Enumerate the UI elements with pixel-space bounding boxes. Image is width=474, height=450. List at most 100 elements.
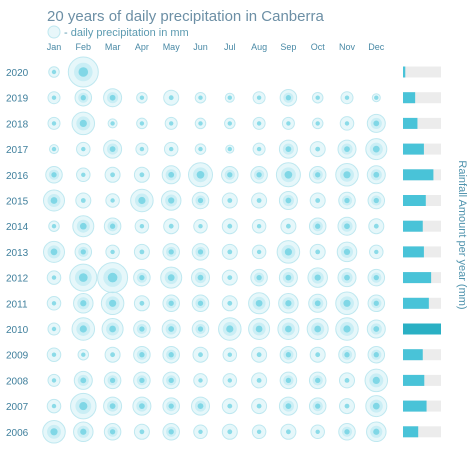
bubble-2012-jul	[221, 269, 238, 286]
bubble-2016-jan	[45, 166, 63, 184]
annual-rainfall-bar-2017	[403, 143, 424, 155]
bubble-core	[227, 198, 233, 203]
bubble-2013-may	[162, 243, 180, 261]
bubble-2010-jul	[218, 317, 242, 341]
year-axis: 2020 2019 2018 2017 2016 2015 2014 2013 2012 2011…	[6, 68, 29, 439]
bubble-2007-apr	[132, 396, 152, 416]
bubble-2013-jun	[191, 243, 210, 261]
bubble-2016-oct	[308, 166, 327, 184]
month-label-feb: Feb	[76, 42, 92, 52]
month-label-sep: Sep	[280, 42, 296, 52]
bubble-2008-feb	[73, 370, 93, 390]
bubble-core	[256, 121, 262, 126]
bubble-core	[227, 275, 233, 280]
bubble-2007-aug	[251, 398, 268, 415]
bubble-2012-aug	[250, 268, 268, 287]
bubble-2009-apr	[133, 345, 151, 364]
bubble-2015-sep	[278, 191, 298, 210]
bubble-2006-jul	[221, 423, 238, 440]
annual-rainfall-bar-2013	[403, 246, 424, 258]
bubble-core	[286, 121, 291, 126]
bubble-core	[315, 172, 321, 178]
bubble-2016-sep	[275, 162, 301, 188]
bubble-core	[169, 146, 174, 152]
bubble-core	[197, 300, 204, 306]
bubble-core	[79, 402, 88, 411]
bubble-core	[80, 198, 86, 203]
bubble-2010-aug	[248, 318, 271, 340]
bubble-2008-aug	[251, 372, 268, 389]
year-label-2007: 2007	[6, 402, 29, 413]
bubble-core	[168, 95, 174, 101]
bubble-core	[256, 274, 262, 281]
annual-rainfall-bar-2018	[403, 117, 418, 129]
month-label-jan: Jan	[47, 42, 62, 52]
bubble-core	[315, 95, 320, 100]
bubble-core	[167, 274, 175, 281]
bubble-2013-oct	[309, 243, 326, 260]
bubble-2014-jun	[193, 218, 208, 234]
bubble-core	[80, 95, 86, 101]
bubble-2011-oct	[308, 293, 328, 313]
bubble-core	[344, 352, 350, 358]
bubble-2014-aug	[251, 218, 267, 234]
bubble-core	[227, 95, 232, 100]
bubble-2019-sep	[279, 88, 298, 107]
bubble-2019-jul	[224, 92, 235, 103]
year-label-2016: 2016	[6, 171, 29, 182]
bar-track-2018	[403, 117, 441, 129]
bubble-2012-mar	[97, 262, 129, 294]
bubble-core	[110, 249, 115, 255]
bubble-core	[51, 301, 57, 306]
bubble-2011-sep	[278, 293, 299, 314]
bubble-core	[51, 378, 57, 383]
bubble-2010-dec	[366, 319, 386, 339]
bubble-2011-jan	[46, 296, 62, 311]
bubble-core	[285, 352, 292, 358]
bubble-core	[373, 197, 379, 204]
bubble-2013-dec	[369, 244, 384, 260]
bubble-2007-nov	[339, 398, 355, 415]
bubble-2009-oct	[309, 346, 326, 363]
bubble-core	[285, 325, 292, 333]
bubble-core	[51, 403, 57, 409]
bubble-core	[107, 272, 118, 283]
bubble-core	[374, 249, 379, 255]
bubble-core	[51, 69, 57, 75]
bubble-core	[343, 248, 351, 256]
year-label-2013: 2013	[6, 248, 29, 259]
bubble-core	[227, 378, 232, 383]
bubble-2014-oct	[308, 217, 327, 235]
legend-bubble-swatch	[47, 25, 61, 39]
bubble-core	[315, 198, 321, 203]
bubble-core	[343, 171, 351, 179]
bubble-core	[344, 197, 350, 204]
bubble-2014-sep	[280, 218, 297, 235]
bubble-core	[139, 172, 145, 178]
bubble-2018-jun	[194, 117, 207, 130]
bubble-2015-nov	[338, 191, 356, 210]
bubble-core	[81, 352, 86, 357]
bubble-2018-oct	[311, 117, 324, 130]
bubble-core	[256, 403, 262, 409]
bubble-core	[314, 300, 321, 307]
bubble-2019-jun	[194, 91, 207, 104]
bubble-2016-mar	[104, 166, 121, 183]
bubble-core	[256, 352, 262, 358]
annual-rainfall-bar-2014	[403, 220, 423, 232]
bubble-2018-may	[164, 116, 178, 130]
bubble-core	[139, 403, 145, 409]
bubble-core	[80, 428, 87, 435]
bubble-core	[139, 429, 145, 435]
bubble-core	[138, 196, 146, 205]
bubble-core	[109, 146, 116, 152]
year-label-2008: 2008	[6, 376, 29, 387]
bubble-2009-mar	[104, 346, 121, 363]
bubble-core	[285, 377, 292, 384]
bubble-2019-dec	[371, 93, 381, 103]
bubble-core	[139, 121, 145, 126]
bubble-2006-jun	[193, 424, 208, 440]
bubble-2019-may	[163, 89, 180, 106]
bubble-core	[110, 121, 115, 126]
bubble-core	[168, 403, 174, 409]
